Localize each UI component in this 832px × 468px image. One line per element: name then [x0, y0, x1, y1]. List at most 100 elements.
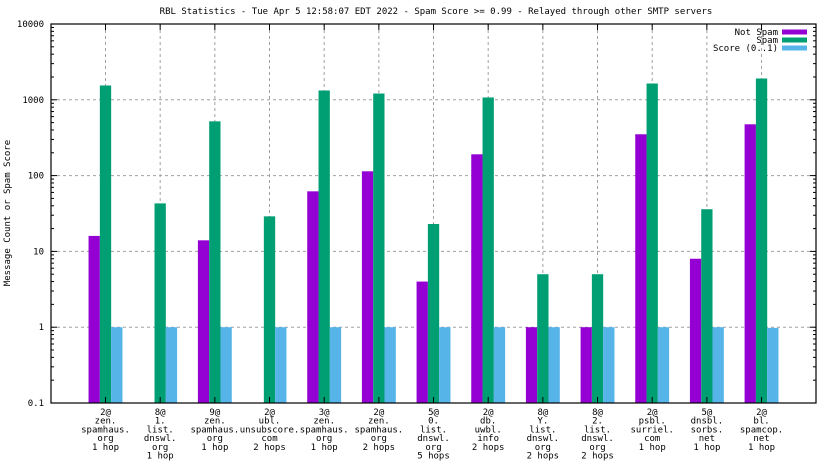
- bar-score-0-1: [165, 327, 178, 403]
- x-tick-label: 2@ psbl. surriel. com 1 hop: [631, 408, 674, 453]
- bar-score-0-1: [384, 327, 396, 403]
- x-tick-label: 2@ ubl. unsubscore. com 2 hops: [240, 408, 300, 453]
- bar-not-spam: [635, 134, 647, 403]
- bar-not-spam: [525, 327, 538, 403]
- y-tick-label: 1: [39, 323, 44, 333]
- x-tick-label-line: spamhaus.: [190, 425, 239, 435]
- bar-score-0-1: [548, 327, 560, 403]
- x-tick-label: 5@ dnsbl. sorbs. net 1 hop: [691, 408, 724, 453]
- grid-layer: [51, 24, 816, 403]
- x-tick-label-line: 5@: [428, 408, 439, 418]
- bar-score-0-1: [603, 327, 615, 403]
- x-tick-label-line: 1 hop: [748, 443, 775, 453]
- x-tick-label-line: list.: [584, 425, 611, 435]
- legend-label: Score (0..1): [713, 44, 778, 54]
- bar-spam: [482, 97, 494, 404]
- x-tick-label: 2@ zen. spamhaus. org 1 hop: [81, 408, 130, 453]
- x-tick-label-line: spamhaus.: [354, 425, 403, 435]
- x-tick-label-line: Y.: [537, 417, 548, 427]
- x-tick-label-line: 5 hops: [417, 452, 450, 462]
- legend-label: Spam: [756, 36, 778, 46]
- x-tick-label-line: 9@: [209, 408, 220, 418]
- legend-swatch: [782, 37, 807, 43]
- y-tick-label: 10000: [17, 20, 44, 30]
- x-tick-label-line: spamhaus.: [300, 425, 349, 435]
- bar-not-spam: [88, 235, 100, 403]
- bar-spam: [755, 78, 768, 403]
- bar-score-0-1: [220, 327, 232, 403]
- bar-score-0-1: [657, 327, 670, 403]
- x-tick-label-line: 3@: [319, 408, 330, 418]
- x-tick-label: 2@ zen. spamhaus. org 2 hops: [354, 408, 403, 453]
- x-tick-label-line: org: [97, 434, 113, 444]
- x-tick-label-line: com: [261, 434, 277, 444]
- y-tick-labels: 0.1 1 10 100 1000 10000: [17, 20, 44, 409]
- x-tick-label: 2@ bl. spamcop. net 1 hop: [740, 408, 783, 453]
- x-tick-label-line: com: [644, 434, 660, 444]
- bar-spam: [263, 216, 276, 403]
- x-tick-label-line: zen.: [204, 417, 226, 427]
- bar-score-0-1: [767, 327, 779, 403]
- bar-not-spam: [580, 327, 592, 403]
- x-tick-label-line: list.: [420, 425, 447, 435]
- y-tick-label: 100: [28, 172, 44, 182]
- x-tick-label-line: org: [316, 434, 332, 444]
- ticks-layer: [51, 23, 816, 404]
- x-tick-label-line: 1 hop: [201, 443, 228, 453]
- x-tick-label-line: 1 hop: [693, 443, 720, 453]
- x-tick-label-line: uwbl.: [475, 425, 502, 435]
- x-tick-label-line: dnswl.: [417, 434, 450, 444]
- y-tick-label: 1000: [22, 96, 44, 106]
- bar-spam: [537, 274, 549, 403]
- x-tick-label-line: 2.: [592, 417, 603, 427]
- x-tick-label: 2@ db. uwbl. info 2 hops: [472, 408, 505, 453]
- x-tick-label-line: 2 hops: [527, 452, 560, 462]
- x-tick-label-line: org: [589, 443, 605, 453]
- x-tick-label-line: spamcop.: [740, 425, 783, 435]
- x-tick-label-line: net: [753, 434, 769, 444]
- x-tick-label-line: psbl.: [639, 417, 666, 427]
- x-tick-label-line: sorbs.: [691, 425, 724, 435]
- x-tick-label-line: 1 hop: [311, 443, 338, 453]
- legend-swatch: [782, 45, 807, 51]
- x-tick-label-line: spamhaus.: [81, 425, 130, 435]
- x-tick-label-line: 8@: [155, 408, 166, 418]
- y-tick-label: 0.1: [28, 399, 44, 409]
- x-tick-label: 3@ zen. spamhaus. org 1 hop: [300, 408, 349, 453]
- bar-spam: [209, 121, 221, 403]
- y-axis-label: Message Count or Spam Score: [3, 140, 13, 286]
- x-tick-label-line: surriel.: [631, 425, 674, 435]
- legend-label: Not Spam: [735, 28, 778, 38]
- x-tick-label-line: org: [371, 434, 387, 444]
- bar-not-spam: [197, 240, 210, 403]
- bar-spam: [373, 93, 385, 403]
- x-tick-label-line: 2 hops: [363, 443, 396, 453]
- bar-spam: [99, 85, 112, 403]
- x-tick-label-line: net: [699, 434, 715, 444]
- bar-score-0-1: [712, 327, 724, 403]
- bar-not-spam: [416, 281, 428, 403]
- x-tick-label-line: 2 hops: [581, 452, 614, 462]
- x-tick-label-line: 5@: [701, 408, 712, 418]
- x-tick-label-line: dnswl.: [527, 434, 560, 444]
- legend-swatch: [782, 29, 807, 35]
- x-tick-label-line: unsubscore.: [240, 425, 300, 435]
- bar-not-spam: [689, 258, 702, 403]
- bar-score-0-1: [111, 327, 123, 403]
- x-tick-label-line: list.: [147, 425, 174, 435]
- bars-layer: [88, 78, 779, 404]
- x-tick-label-line: 1 hop: [147, 452, 174, 462]
- x-tick-label-line: org: [535, 443, 551, 453]
- x-tick-label-line: zen.: [95, 417, 117, 427]
- bar-score-0-1: [439, 327, 451, 403]
- x-tick-label-line: 2@: [756, 408, 767, 418]
- x-tick-label-line: ubl.: [259, 417, 281, 427]
- x-tick-label-line: info: [477, 434, 499, 444]
- x-tick-label-line: db.: [480, 417, 496, 427]
- bar-spam: [154, 203, 166, 403]
- bar-spam: [427, 223, 440, 403]
- bar-not-spam: [744, 124, 756, 403]
- bar-spam: [591, 274, 604, 403]
